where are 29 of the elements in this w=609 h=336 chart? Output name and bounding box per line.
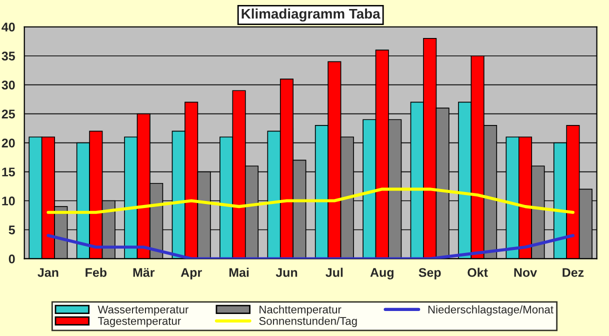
x-tick-label: Nov <box>514 268 538 277</box>
x-tick-label: Sep <box>418 268 441 280</box>
x-tick-label: Okt <box>468 268 488 277</box>
legend-label: Tagestemperatur <box>98 317 181 328</box>
x-tick-label: Jun <box>276 268 298 277</box>
line-series <box>46 188 574 214</box>
y-tick-label: 10 <box>2 196 15 206</box>
line-series <box>46 234 574 259</box>
legend-label: Nachttemperatur <box>260 305 342 316</box>
x-tick-label: Jul <box>326 268 343 277</box>
chart-title: Klimadiagramm Taba <box>242 8 380 22</box>
x-tick-label: Aug <box>370 268 394 280</box>
legend-label: Niederschlagstage/Monat <box>428 305 554 316</box>
x-tick-label: Mär <box>133 268 155 277</box>
y-tick-label: 20 <box>2 138 15 148</box>
x-tick-label: Mai <box>229 268 249 277</box>
y-tick-label: 25 <box>2 110 15 118</box>
y-tick-label: 15 <box>2 168 15 176</box>
y-tick-label: 5 <box>8 226 15 234</box>
x-tick-label: Jan <box>38 268 58 277</box>
x-tick-label: Dez <box>562 268 584 277</box>
x-tick-label: Feb <box>86 268 107 277</box>
legend-label: Wassertemperatur <box>98 306 188 316</box>
y-tick-label: 30 <box>2 80 15 90</box>
y-tick-label: 0 <box>8 254 15 264</box>
legend-label: Sonnenstunden/Tag <box>259 316 357 328</box>
x-tick-label: Apr <box>180 268 202 280</box>
y-tick-label: 35 <box>2 52 15 61</box>
y-tick-label: 40 <box>2 22 15 32</box>
